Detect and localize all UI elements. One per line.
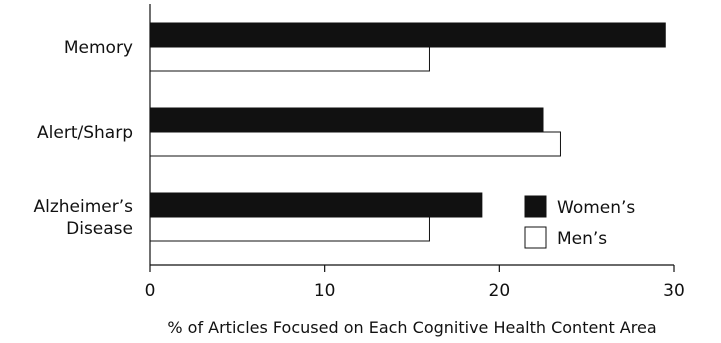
category-label-0: Memory xyxy=(64,38,133,58)
x-tick-label-3: 30 xyxy=(663,281,685,301)
bar-mens-2 xyxy=(149,216,430,242)
x-ticks-group: 0 10 20 30 xyxy=(145,265,685,301)
x-tick-label-2: 20 xyxy=(489,281,511,301)
legend-label-womens: Women’s xyxy=(557,198,635,218)
bar-mens-0 xyxy=(149,46,430,72)
legend-swatch-womens xyxy=(524,195,547,218)
legend-label-mens: Men’s xyxy=(557,229,607,249)
category-label-2-line-1: Disease xyxy=(66,219,133,239)
x-tick-label-0: 0 xyxy=(145,281,156,301)
bar-womens-2 xyxy=(149,192,483,218)
bar-womens-0 xyxy=(149,22,666,48)
bar-womens-1 xyxy=(149,107,544,133)
category-label-1: Alert/Sharp xyxy=(37,123,133,143)
x-axis-label: % of Articles Focused on Each Cognitive … xyxy=(167,318,656,337)
legend-swatch-mens xyxy=(524,226,547,249)
bars-group xyxy=(149,22,666,242)
legend: Women’s Men’s xyxy=(524,195,635,249)
x-tick-label-1: 10 xyxy=(314,281,336,301)
category-label-2-line-0: Alzheimer’s xyxy=(33,197,133,217)
bar-mens-1 xyxy=(149,131,561,157)
